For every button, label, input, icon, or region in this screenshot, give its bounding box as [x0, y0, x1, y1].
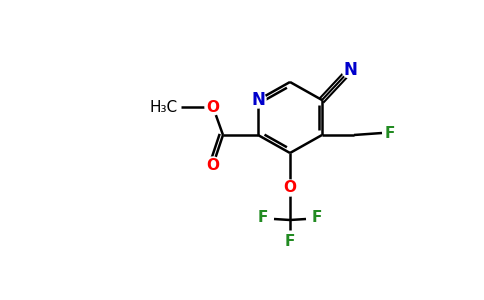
Text: H₃C: H₃C — [150, 100, 178, 115]
Text: N: N — [251, 91, 265, 109]
Circle shape — [205, 157, 221, 173]
Text: F: F — [385, 125, 395, 140]
Circle shape — [282, 180, 298, 196]
Text: O: O — [207, 158, 220, 172]
Text: O: O — [207, 100, 220, 115]
Text: F: F — [285, 234, 295, 249]
Circle shape — [250, 92, 266, 108]
Text: F: F — [257, 211, 268, 226]
Text: O: O — [284, 181, 297, 196]
Text: N: N — [343, 61, 357, 79]
Circle shape — [342, 62, 358, 78]
Circle shape — [205, 99, 221, 115]
Text: F: F — [312, 211, 322, 226]
